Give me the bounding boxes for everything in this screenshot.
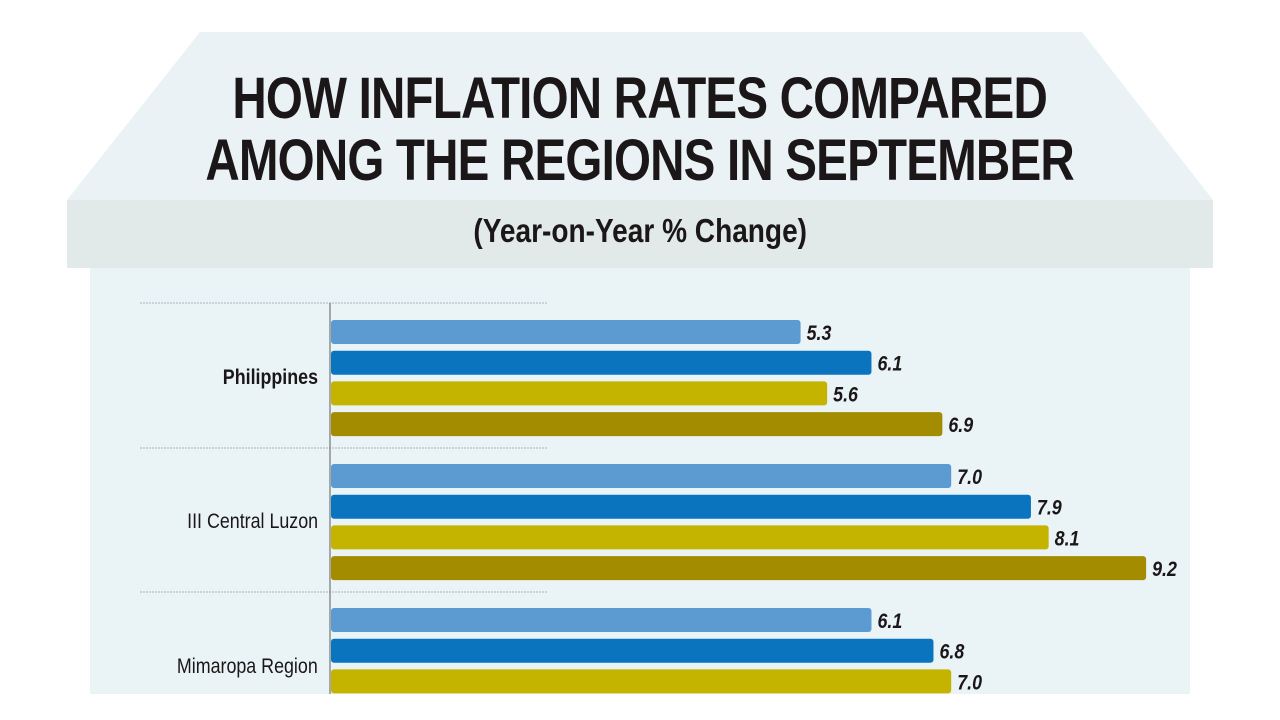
- data-label: 7.0: [957, 466, 982, 490]
- data-label: 7.0: [957, 671, 982, 695]
- bar: [331, 494, 1031, 519]
- data-label: 6.1: [877, 610, 902, 634]
- bar: [331, 638, 934, 663]
- data-label: 7.9: [1037, 496, 1062, 520]
- data-label: 5.3: [807, 322, 832, 346]
- data-label: 8.1: [1055, 527, 1080, 551]
- data-label: 6.8: [939, 640, 964, 664]
- bar: [331, 350, 872, 375]
- category-label: III Central Luzon: [187, 510, 318, 533]
- bar: [331, 381, 828, 406]
- bar: [331, 525, 1049, 550]
- data-label: 6.1: [877, 352, 902, 376]
- bar: [331, 669, 952, 694]
- bar: [331, 412, 943, 437]
- data-label: 5.6: [833, 383, 858, 407]
- subtitle-band: [67, 200, 1213, 268]
- chart-subtitle: (Year-on-Year % Change): [473, 212, 807, 249]
- category-label: Mimaropa Region: [177, 655, 318, 678]
- category-label: Philippines: [222, 366, 318, 389]
- bar: [331, 320, 801, 344]
- data-label: 9.2: [1152, 558, 1177, 582]
- bar: [331, 464, 952, 488]
- data-label: 6.9: [948, 414, 973, 438]
- bar: [331, 608, 872, 632]
- bar: [331, 556, 1147, 581]
- chart-title-line-1: HOW INFLATION RATES COMPARED: [232, 66, 1048, 131]
- chart-title-line-2: AMONG THE REGIONS IN SEPTEMBER: [205, 128, 1075, 193]
